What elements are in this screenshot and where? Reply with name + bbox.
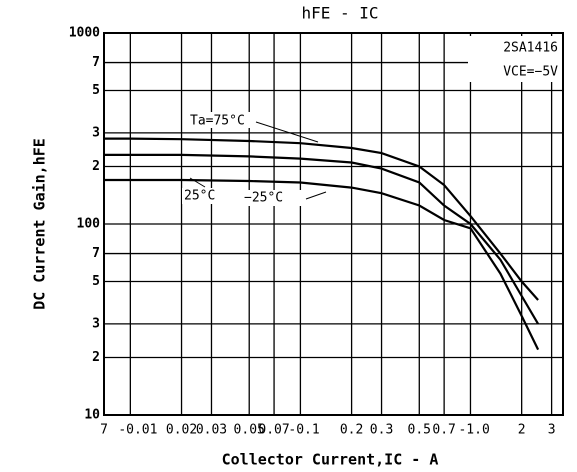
y-tick-label: 7	[92, 55, 100, 70]
y-tick-label: 1000	[69, 26, 100, 41]
y-tick-label: 5	[92, 274, 100, 289]
x-tick-label: 0.03	[196, 423, 227, 438]
x-tick-label: -1.0	[458, 423, 489, 438]
y-tick-label: 100	[77, 217, 101, 232]
x-tick-label: 0.02	[166, 423, 197, 438]
annotation: 2SA1416	[503, 41, 558, 56]
x-tick-label: 0.07	[258, 423, 289, 438]
leader-line	[305, 191, 327, 200]
series-line	[104, 153, 540, 325]
x-tick-label: 7	[100, 423, 108, 438]
chart-title: hFE - IC	[301, 4, 378, 23]
y-tick-label: 7	[92, 246, 100, 261]
x-tick-label: 2	[518, 423, 526, 438]
series-label: −25°C	[244, 191, 283, 206]
plot-frame	[103, 32, 564, 416]
x-tick-label: -0.1	[288, 423, 319, 438]
y-axis-label: DC Current Gain,hFE	[31, 138, 49, 310]
x-tick-label: 0.05	[234, 423, 265, 438]
y-tick-label: 2	[92, 159, 100, 174]
annotation-bg	[182, 188, 226, 204]
y-tick-label: 2	[92, 350, 100, 365]
y-tick-label: 10	[84, 408, 100, 423]
y-tick-label: 5	[92, 83, 100, 98]
annotation: VCE=−5V	[503, 65, 558, 80]
y-tick-label: 3	[92, 316, 100, 331]
x-tick-label: 0.2	[340, 423, 363, 438]
x-tick-label: 3	[548, 423, 556, 438]
series-line	[104, 178, 540, 351]
y-tick-label: 3	[92, 125, 100, 140]
x-tick-label: 0.5	[408, 423, 431, 438]
leader-line	[189, 177, 206, 188]
x-axis-label: Collector Current,IC - A	[222, 451, 439, 469]
series-label: 25°C	[184, 189, 215, 204]
x-tick-label: 0.3	[370, 423, 393, 438]
series-label: Ta=75°C	[190, 114, 245, 129]
x-tick-label: 0.7	[432, 423, 455, 438]
annotation-bg	[186, 112, 256, 128]
annotation-box	[468, 36, 562, 82]
leader-line	[255, 121, 319, 143]
x-tick-label: -0.01	[118, 423, 157, 438]
annotation-bg	[240, 190, 306, 206]
series-line	[104, 137, 539, 301]
